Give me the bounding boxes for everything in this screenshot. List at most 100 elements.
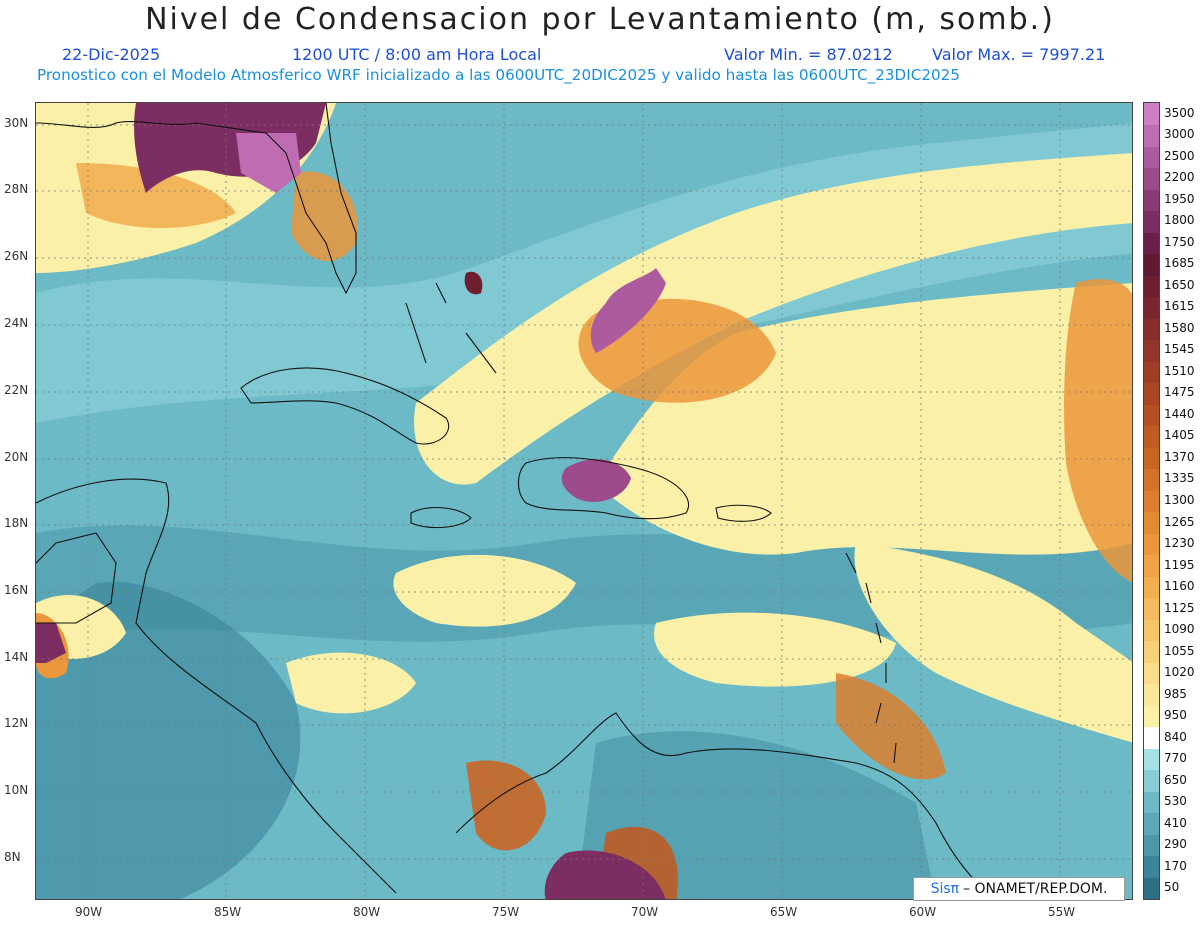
colorbar-segment [1144, 683, 1159, 706]
colorbar-segment [1144, 791, 1159, 814]
colorbar-label: 1055 [1164, 643, 1195, 658]
colorbar-segment [1144, 662, 1159, 685]
colorbar-segment [1144, 533, 1159, 556]
colorbar-label: 290 [1164, 837, 1187, 852]
colorbar-label: 1650 [1164, 277, 1195, 292]
colorbar-label: 50 [1164, 880, 1180, 895]
credit-text: – ONAMET/REP.DOM. [963, 881, 1108, 897]
credit-box: Sisπ – ONAMET/REP.DOM. [913, 877, 1125, 901]
colorbar-segment [1144, 554, 1159, 577]
colorbar-segment [1144, 232, 1159, 255]
colorbar-segment [1144, 834, 1159, 857]
colorbar-label: 1195 [1164, 557, 1195, 572]
colorbar-segment [1144, 425, 1159, 448]
colorbar-segment [1144, 468, 1159, 491]
colorbar-label: 3000 [1164, 127, 1195, 142]
lon-label-80w: 80W [353, 905, 381, 919]
forecast-label: Pronostico con el Modelo Atmosferico WRF… [37, 66, 960, 84]
credit-brand: Sisπ [930, 881, 960, 897]
colorbar-segment [1144, 103, 1159, 125]
lat-label-12n: 12N [4, 716, 29, 730]
date-label: 22-Dic-2025 [62, 45, 161, 64]
colorbar-segment [1144, 447, 1159, 470]
colorbar-segment [1144, 210, 1159, 233]
lon-label-75w: 75W [492, 905, 520, 919]
colorbar [1143, 102, 1160, 900]
colorbar-label: 770 [1164, 751, 1187, 766]
colorbar-label: 1510 [1164, 363, 1195, 378]
colorbar-segment [1144, 619, 1159, 642]
lon-label-55w: 55W [1048, 905, 1076, 919]
lon-label-65w: 65W [770, 905, 798, 919]
colorbar-label: 840 [1164, 729, 1187, 744]
lon-label-60w: 60W [909, 905, 937, 919]
colorbar-segment [1144, 855, 1159, 878]
colorbar-segment [1144, 511, 1159, 534]
colorbar-label: 1475 [1164, 385, 1195, 400]
colorbar-label: 650 [1164, 772, 1187, 787]
min-value-label: Valor Min. = 87.0212 [724, 45, 893, 64]
colorbar-label: 170 [1164, 858, 1187, 873]
colorbar-label: 1750 [1164, 234, 1195, 249]
lat-label-30n: 30N [4, 116, 29, 130]
colorbar-label: 1125 [1164, 600, 1195, 615]
colorbar-segment [1144, 339, 1159, 362]
colorbar-label: 1440 [1164, 406, 1195, 421]
colorbar-label: 1335 [1164, 471, 1195, 486]
colorbar-segment [1144, 253, 1159, 276]
lon-label-90w: 90W [75, 905, 103, 919]
time-label: 1200 UTC / 8:00 am Hora Local [292, 45, 542, 64]
lat-label-22n: 22N [4, 383, 29, 397]
colorbar-segment [1144, 597, 1159, 620]
colorbar-label: 1020 [1164, 665, 1195, 680]
colorbar-segment [1144, 167, 1159, 190]
colorbar-segment [1144, 146, 1159, 169]
colorbar-label: 1230 [1164, 536, 1195, 551]
colorbar-label: 1800 [1164, 213, 1195, 228]
lat-label-8n: 8N [4, 850, 21, 864]
lat-label-28n: 28N [4, 182, 29, 196]
colorbar-segment [1144, 726, 1159, 749]
colorbar-label: 1370 [1164, 449, 1195, 464]
colorbar-segment [1144, 275, 1159, 298]
lat-label-24n: 24N [4, 316, 29, 330]
colorbar-label: 1405 [1164, 428, 1195, 443]
colorbar-label: 1090 [1164, 622, 1195, 637]
map-panel [35, 102, 1133, 900]
colorbar-segment [1144, 748, 1159, 771]
lat-label-16n: 16N [4, 583, 29, 597]
colorbar-segment [1144, 490, 1159, 513]
lat-label-10n: 10N [4, 783, 29, 797]
lon-label-85w: 85W [214, 905, 242, 919]
colorbar-segment [1144, 576, 1159, 599]
lat-label-26n: 26N [4, 249, 29, 263]
colorbar-segment [1144, 124, 1159, 147]
colorbar-label: 1950 [1164, 191, 1195, 206]
max-value-label: Valor Max. = 7997.21 [932, 45, 1106, 64]
colorbar-label: 985 [1164, 686, 1187, 701]
map-title: Nivel de Condensacion por Levantamiento … [145, 2, 1055, 37]
colorbar-segment [1144, 812, 1159, 835]
colorbar-segment [1144, 361, 1159, 384]
colorbar-label: 1545 [1164, 342, 1195, 357]
colorbar-label: 1160 [1164, 579, 1195, 594]
lat-label-14n: 14N [4, 650, 29, 664]
colorbar-segment [1144, 877, 1159, 900]
colorbar-label: 1300 [1164, 493, 1195, 507]
colorbar-segment [1144, 640, 1159, 663]
colorbar-label: 1265 [1164, 514, 1195, 529]
colorbar-segment [1144, 769, 1159, 792]
colorbar-label: 1615 [1164, 299, 1195, 314]
colorbar-label: 410 [1164, 815, 1187, 830]
colorbar-label: 1685 [1164, 256, 1195, 271]
colorbar-segment [1144, 404, 1159, 427]
colorbar-segment [1144, 382, 1159, 405]
colorbar-label: 2500 [1164, 148, 1195, 163]
colorbar-segment [1144, 318, 1159, 341]
colorbar-label: 530 [1164, 794, 1187, 809]
colorbar-label: 2200 [1164, 170, 1195, 185]
lat-label-20n: 20N [4, 450, 29, 464]
map-field [36, 103, 1132, 899]
colorbar-segment [1144, 296, 1159, 319]
colorbar-segment [1144, 705, 1159, 728]
